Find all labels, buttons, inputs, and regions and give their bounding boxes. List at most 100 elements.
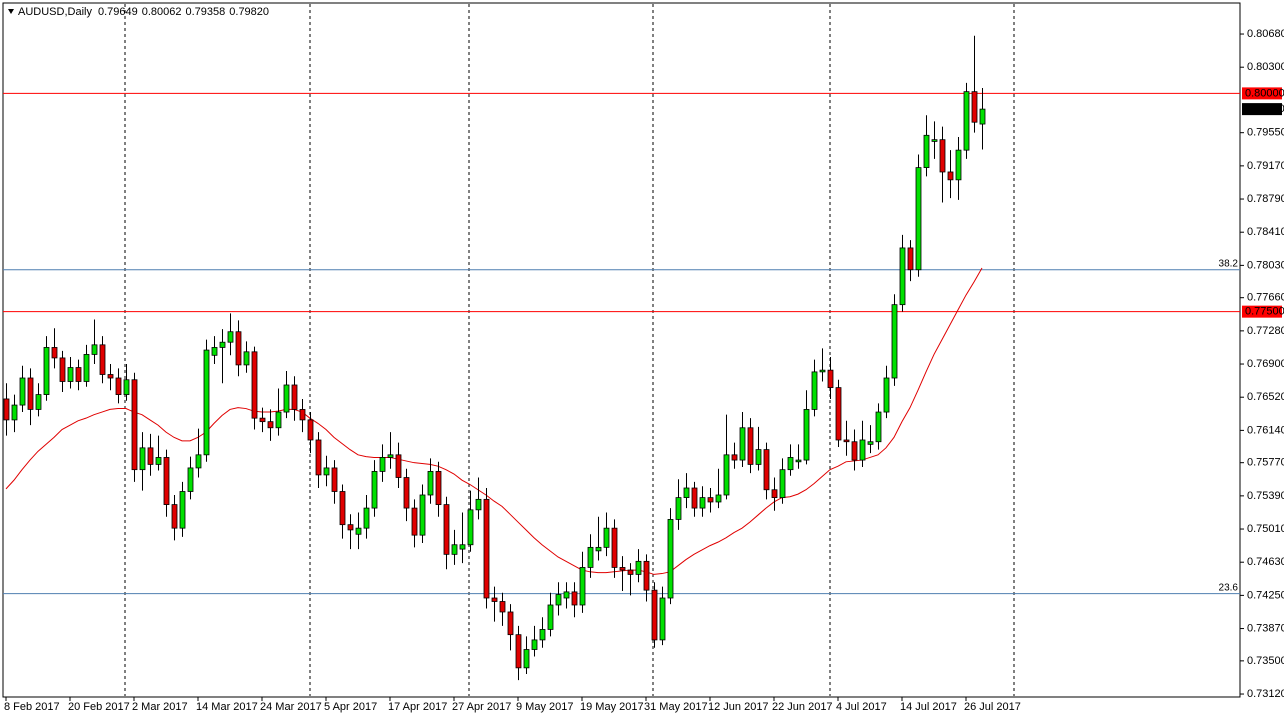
candle-body — [435, 471, 442, 505]
candle-body — [731, 454, 738, 461]
candle-body — [755, 449, 762, 465]
candle-body — [499, 601, 506, 613]
fib-label: 23.6 — [1219, 582, 1239, 593]
candle-body — [579, 567, 586, 606]
candle-body — [171, 504, 178, 529]
candle-body — [3, 398, 10, 421]
period-separators — [124, 4, 1015, 696]
candle-body — [571, 591, 578, 606]
x-tick-label: 20 Feb 2017 — [68, 701, 130, 713]
candle-body — [707, 497, 714, 503]
candle-body — [251, 351, 258, 419]
candle-body — [595, 546, 602, 552]
candle-body — [763, 449, 770, 491]
open-info: 0.79649 — [98, 6, 138, 18]
menu-arrow — [8, 9, 14, 14]
candle-body — [723, 454, 730, 496]
candle-body — [419, 494, 426, 536]
candle-body — [403, 477, 410, 509]
level-label: 0.77500 — [1245, 306, 1284, 318]
candle-body — [427, 471, 434, 496]
candle-body — [979, 108, 986, 125]
candle-body — [147, 447, 154, 465]
layer: 38.2 23.6 — [3, 35, 1240, 681]
candle-body — [635, 560, 642, 575]
candle-body — [939, 139, 946, 173]
candle-body — [891, 304, 898, 379]
candle-body — [843, 439, 850, 443]
candle-body — [299, 409, 306, 421]
candle-body — [123, 379, 130, 395]
candle-body — [219, 341, 226, 348]
candle-body — [459, 544, 466, 550]
candle-body — [963, 91, 970, 151]
candle-body — [659, 597, 666, 641]
candle-body — [291, 384, 298, 410]
candle-body — [51, 347, 58, 359]
candle-body — [467, 509, 474, 546]
header: AUDUSD,Daily 0.79649 0.80062 0.79358 0.79820 — [18, 6, 269, 18]
candle-body — [491, 597, 498, 602]
high-info: 0.80062 — [142, 6, 182, 18]
candle-body — [483, 498, 490, 599]
candle-body — [355, 527, 362, 535]
candle-body — [627, 569, 634, 575]
candle-body — [347, 524, 354, 531]
x-tick-label: 8 Feb 2017 — [4, 701, 60, 713]
y-tick-label: 0.73500 — [1247, 655, 1284, 667]
candle-body — [827, 369, 834, 389]
candle-body — [555, 594, 562, 606]
x-tick-label: 26 Jul 2017 — [964, 701, 1021, 713]
candle-body — [75, 367, 82, 382]
x-tick-label: 9 May 2017 — [516, 701, 573, 713]
candle-body — [851, 441, 858, 461]
y-tick-label: 0.76140 — [1247, 424, 1284, 436]
y-tick-label: 0.78030 — [1247, 259, 1284, 271]
plot-frame — [2, 2, 1241, 698]
y-tick-label: 0.75390 — [1247, 490, 1284, 502]
candle-body — [955, 149, 962, 181]
y-tick-label: 0.74630 — [1247, 556, 1284, 568]
y-tick-label: 0.76900 — [1247, 358, 1284, 370]
candle-body — [83, 354, 90, 382]
x-tick-label: 27 Apr 2017 — [452, 701, 511, 713]
candle-body — [867, 441, 874, 445]
candle-body — [835, 387, 842, 441]
x-tick-label: 2 Mar 2017 — [132, 701, 188, 713]
y-tick-label: 0.78410 — [1247, 226, 1284, 238]
x-tick-label: 12 Jun 2017 — [708, 701, 769, 713]
candle-body — [875, 411, 882, 443]
candle-body — [379, 457, 386, 472]
candle-body — [43, 347, 50, 395]
candle-body — [99, 344, 106, 375]
candle-body — [131, 379, 138, 471]
candle-body — [155, 457, 162, 465]
candle-body — [683, 487, 690, 499]
candle-body — [275, 411, 282, 429]
y-tick-label: 0.79170 — [1247, 160, 1284, 172]
candle-body — [331, 467, 338, 492]
candle-body — [923, 134, 930, 169]
candle-body — [515, 634, 522, 669]
candle-body — [267, 421, 274, 429]
candle-body — [163, 457, 170, 505]
candle-body — [779, 469, 786, 499]
close-info: 0.79820 — [229, 6, 269, 18]
x-tick-label: 14 Jul 2017 — [900, 701, 957, 713]
candle-body — [283, 384, 290, 413]
candle-body — [651, 589, 658, 641]
y-tick-label: 0.79550 — [1247, 127, 1284, 139]
y-tick-label: 0.73870 — [1247, 622, 1284, 634]
candle-body — [339, 491, 346, 526]
candle-body — [59, 357, 66, 382]
candle-body — [203, 349, 210, 456]
candle-body — [227, 331, 234, 343]
candle-body — [235, 331, 242, 366]
x-tick-label: 19 May 2017 — [580, 701, 644, 713]
y-tick-label: 0.77280 — [1247, 325, 1284, 337]
candle-body — [699, 497, 706, 509]
candle-body — [307, 419, 314, 441]
level-tag — [1242, 87, 1282, 100]
y-tick-label: 0.80680 — [1247, 28, 1284, 40]
